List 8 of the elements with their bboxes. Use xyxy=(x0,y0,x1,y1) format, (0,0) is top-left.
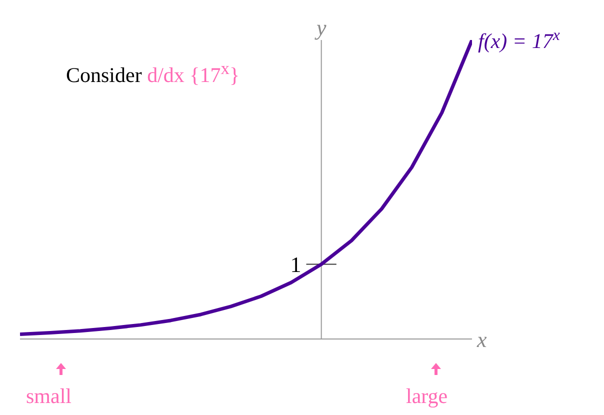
annotation: d/dx {17$^{x}$} xyxy=(147,58,240,87)
annotation: 1 xyxy=(290,252,302,278)
text: large xyxy=(406,384,448,409)
x-axis-title: x xyxy=(476,326,487,352)
annotation: Consider xyxy=(66,63,142,87)
text: small xyxy=(26,384,72,409)
series-label: f(x) = 17$^{x}$ xyxy=(478,26,560,53)
y-axis-title: y xyxy=(314,15,326,40)
